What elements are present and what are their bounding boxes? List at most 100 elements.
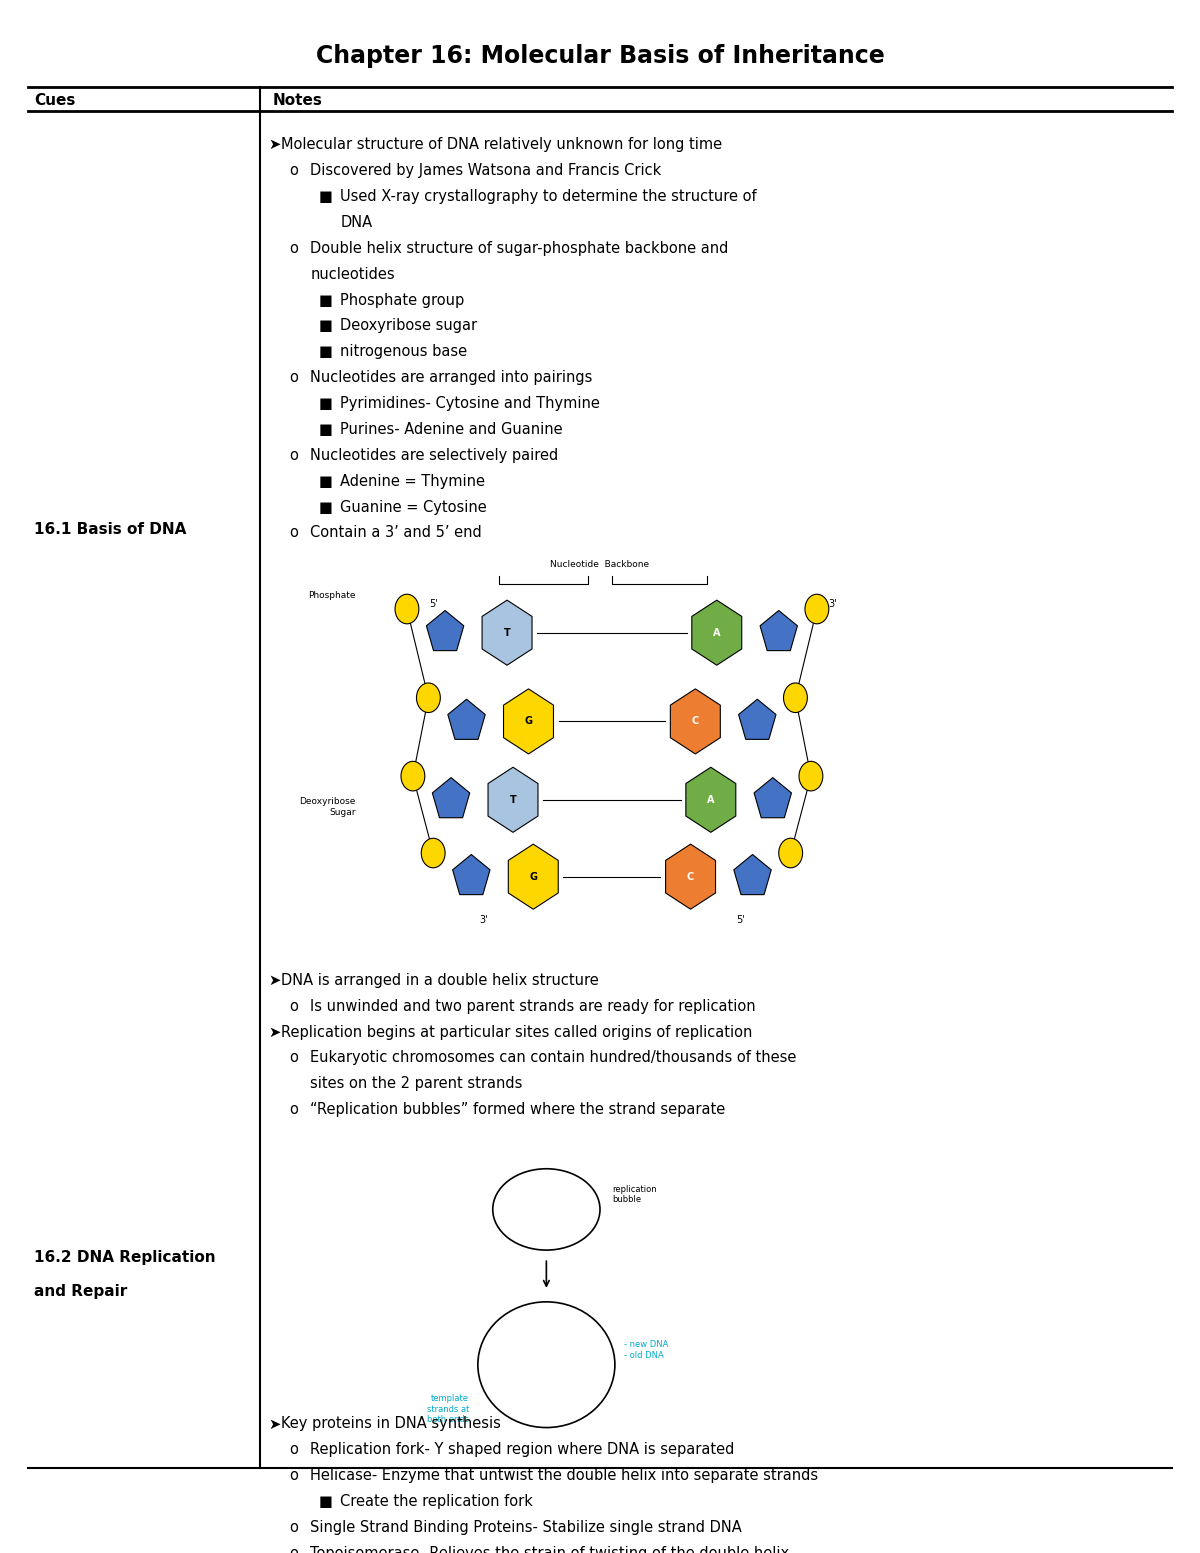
Text: o: o [289,370,298,385]
Text: DNA: DNA [341,214,372,230]
Polygon shape [754,778,792,818]
Text: 5': 5' [428,598,438,609]
Text: Key proteins in DNA synthesis: Key proteins in DNA synthesis [281,1416,500,1432]
Text: o: o [289,447,298,463]
Text: G: G [529,871,538,882]
Text: ■: ■ [319,396,332,412]
Text: Helicase- Enzyme that untwist the double helix into separate strands: Helicase- Enzyme that untwist the double… [311,1468,818,1483]
Text: ➤: ➤ [269,972,281,988]
Text: ■: ■ [319,474,332,489]
Polygon shape [666,845,715,909]
Text: ■: ■ [319,500,332,514]
Text: Create the replication fork: Create the replication fork [341,1494,533,1510]
Polygon shape [448,699,485,739]
Text: o: o [289,999,298,1014]
Text: 16.1 Basis of DNA: 16.1 Basis of DNA [34,522,186,537]
Text: Deoxyribose
Sugar: Deoxyribose Sugar [299,798,355,817]
Text: A: A [713,627,720,638]
Text: T: T [510,795,516,804]
Text: template
strands at
both ends: template strands at both ends [426,1395,469,1424]
Text: ➤: ➤ [269,1025,281,1039]
Polygon shape [432,778,469,818]
Polygon shape [426,610,463,651]
Text: Replication begins at particular sites called origins of replication: Replication begins at particular sites c… [281,1025,752,1039]
Circle shape [421,839,445,868]
Text: ■: ■ [319,345,332,359]
Text: o: o [289,1468,298,1483]
Text: ■: ■ [319,189,332,203]
Text: Deoxyribose sugar: Deoxyribose sugar [341,318,478,334]
Text: ■: ■ [319,292,332,307]
Text: replication
bubble: replication bubble [612,1185,656,1204]
Text: “Replication bubbles” formed where the strand separate: “Replication bubbles” formed where the s… [311,1103,726,1117]
Text: Guanine = Cytosine: Guanine = Cytosine [341,500,487,514]
Text: ■: ■ [319,1494,332,1510]
Text: ■: ■ [319,318,332,334]
Text: o: o [289,1545,298,1553]
Text: nitrogenous base: nitrogenous base [341,345,467,359]
Text: A: A [707,795,714,804]
Text: nucleotides: nucleotides [311,267,395,281]
Text: Discovered by James Watsona and Francis Crick: Discovered by James Watsona and Francis … [311,163,661,179]
Text: - new DNA
- old DNA: - new DNA - old DNA [624,1340,668,1359]
Circle shape [416,683,440,713]
Polygon shape [452,854,490,895]
Text: Adenine = Thymine: Adenine = Thymine [341,474,485,489]
Text: C: C [691,716,698,727]
Text: Nucleotide  Backbone: Nucleotide Backbone [551,561,649,570]
Polygon shape [482,599,532,665]
Text: Chapter 16: Molecular Basis of Inheritance: Chapter 16: Molecular Basis of Inheritan… [316,43,884,68]
Text: Is unwinded and two parent strands are ready for replication: Is unwinded and two parent strands are r… [311,999,756,1014]
Text: o: o [289,163,298,179]
Polygon shape [692,599,742,665]
Text: Contain a 3’ and 5’ end: Contain a 3’ and 5’ end [311,525,482,540]
Text: C: C [686,871,694,882]
Text: Molecular structure of DNA relatively unknown for long time: Molecular structure of DNA relatively un… [281,137,721,152]
Text: Replication fork- Y shaped region where DNA is separated: Replication fork- Y shaped region where … [311,1443,734,1457]
Circle shape [779,839,803,868]
Text: o: o [289,241,298,256]
Circle shape [401,761,425,790]
Text: Nucleotides are arranged into pairings: Nucleotides are arranged into pairings [311,370,593,385]
Polygon shape [760,610,798,651]
Polygon shape [488,767,538,832]
Text: sites on the 2 parent strands: sites on the 2 parent strands [311,1076,523,1092]
Text: ■: ■ [319,422,332,436]
Polygon shape [504,690,553,753]
Polygon shape [686,767,736,832]
Text: Purines- Adenine and Guanine: Purines- Adenine and Guanine [341,422,563,436]
Text: 16.2 DNA Replication: 16.2 DNA Replication [34,1250,216,1266]
Text: G: G [524,716,533,727]
Circle shape [805,595,829,624]
Text: ➤: ➤ [269,137,281,152]
Text: DNA is arranged in a double helix structure: DNA is arranged in a double helix struct… [281,972,599,988]
Text: 3': 3' [479,915,487,926]
Text: 5': 5' [737,915,745,926]
Text: Cues: Cues [34,93,76,107]
Circle shape [799,761,823,790]
Polygon shape [738,699,776,739]
Circle shape [395,595,419,624]
Text: Used X-ray crystallography to determine the structure of: Used X-ray crystallography to determine … [341,189,757,203]
Text: Phosphate group: Phosphate group [341,292,464,307]
Text: ➤: ➤ [269,1416,281,1432]
Text: Topoisomerase- Relieves the strain of twisting of the double helix: Topoisomerase- Relieves the strain of tw… [311,1545,790,1553]
Text: and Repair: and Repair [34,1284,127,1298]
Polygon shape [671,690,720,753]
Circle shape [784,683,808,713]
Text: T: T [504,627,510,638]
Text: o: o [289,1103,298,1117]
Text: Notes: Notes [272,93,322,107]
Text: o: o [289,1443,298,1457]
Polygon shape [509,845,558,909]
Text: o: o [289,1050,298,1065]
Text: Single Strand Binding Proteins- Stabilize single strand DNA: Single Strand Binding Proteins- Stabiliz… [311,1520,742,1534]
Text: Eukaryotic chromosomes can contain hundred/thousands of these: Eukaryotic chromosomes can contain hundr… [311,1050,797,1065]
Text: o: o [289,525,298,540]
Text: Phosphate: Phosphate [308,592,355,599]
Text: Nucleotides are selectively paired: Nucleotides are selectively paired [311,447,559,463]
Text: Pyrimidines- Cytosine and Thymine: Pyrimidines- Cytosine and Thymine [341,396,600,412]
Text: Double helix structure of sugar-phosphate backbone and: Double helix structure of sugar-phosphat… [311,241,728,256]
Text: o: o [289,1520,298,1534]
Text: 3': 3' [828,598,836,609]
